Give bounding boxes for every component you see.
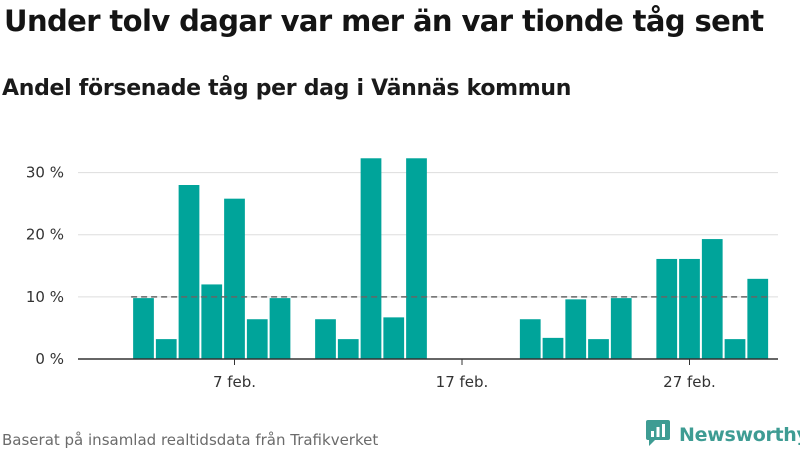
y-tick-label: 10 % — [26, 288, 64, 306]
bar — [201, 284, 223, 359]
y-tick-label: 20 % — [26, 226, 64, 244]
bar — [679, 258, 700, 359]
bar — [337, 339, 359, 359]
x-tick-label: 27 feb. — [663, 373, 716, 391]
bar — [224, 198, 245, 359]
bar — [315, 319, 336, 359]
bar — [610, 298, 632, 359]
bar — [406, 158, 427, 359]
x-tick-label: 7 feb. — [213, 373, 256, 391]
newsworthy-logo-icon — [645, 419, 671, 451]
bar — [133, 298, 154, 359]
source-note: Baserat på insamlad realtidsdata från Tr… — [2, 431, 379, 449]
brand-name: Newsworthy — [679, 424, 800, 446]
bar — [178, 185, 200, 359]
bar — [588, 339, 609, 359]
bar — [246, 319, 268, 359]
brand-logo[interactable]: Newsworthy — [645, 419, 800, 451]
x-tick-label: 17 feb. — [436, 373, 489, 391]
bar — [519, 319, 541, 359]
bar — [724, 339, 746, 359]
bar — [383, 317, 405, 359]
bar — [565, 299, 587, 359]
chart-title: Under tolv dagar var mer än var tionde t… — [4, 4, 764, 38]
bar — [656, 258, 678, 359]
bar — [701, 239, 723, 359]
y-tick-label: 0 % — [35, 350, 64, 368]
chart-subtitle: Andel försenade tåg per dag i Vännäs kom… — [2, 76, 572, 101]
bar — [747, 278, 769, 359]
bar — [155, 339, 177, 359]
bar-chart: 0 % 10 % 20 % 30 % 7 feb. 17 feb. 27 feb. — [26, 158, 778, 391]
bar — [542, 337, 564, 359]
y-tick-label: 30 % — [26, 164, 64, 182]
bar — [360, 158, 382, 359]
bar — [269, 298, 291, 359]
